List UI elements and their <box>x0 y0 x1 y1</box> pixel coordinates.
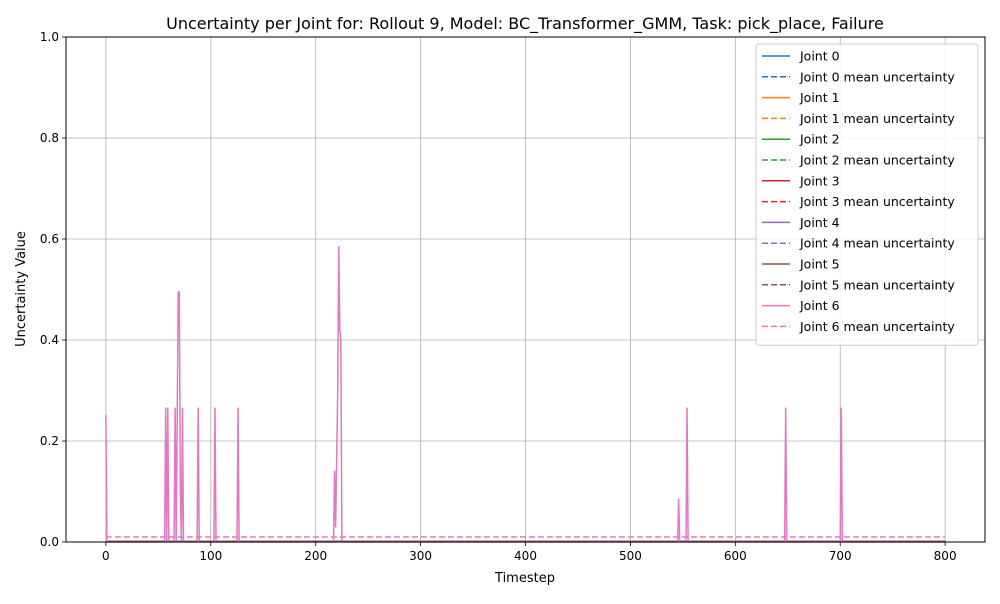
legend-label-7: Joint 3 mean uncertainty <box>799 194 955 209</box>
y-tick-label: 0.4 <box>40 333 59 347</box>
chart-title: Uncertainty per Joint for: Rollout 9, Mo… <box>166 14 884 34</box>
x-tick-label: 100 <box>199 549 222 563</box>
y-tick-label: 0.8 <box>40 131 59 145</box>
legend: Joint 0 Joint 0 mean uncertainty Joint 1 Jo… <box>755 43 979 346</box>
x-tick-label: 300 <box>409 549 432 563</box>
y-tick-label: 1.0 <box>40 30 59 44</box>
x-tick-label: 800 <box>934 549 957 563</box>
legend-label-9: Joint 4 mean uncertainty <box>799 236 955 251</box>
x-tick-label: 700 <box>829 549 852 563</box>
x-tick-label: 200 <box>304 549 327 563</box>
x-tick-label: 600 <box>724 549 747 563</box>
y-tick-label: 0.2 <box>40 434 59 448</box>
x-tick-label: 500 <box>619 549 642 563</box>
legend-label-10: Joint 5 <box>799 257 840 272</box>
x-tick-label: 400 <box>514 549 537 563</box>
legend-label-3: Joint 1 mean uncertainty <box>799 111 955 126</box>
legend-label-1: Joint 0 mean uncertainty <box>799 69 955 84</box>
x-axis-label: Timestep <box>494 571 555 586</box>
legend-label-13: Joint 6 mean uncertainty <box>799 319 955 334</box>
y-tick-label: 0.6 <box>40 232 59 246</box>
legend-label-4: Joint 2 <box>799 132 840 147</box>
legend-box <box>755 43 979 346</box>
series-line-12 <box>105 245 946 543</box>
legend-label-6: Joint 3 <box>799 173 840 188</box>
legend-label-11: Joint 5 mean uncertainty <box>799 277 955 292</box>
legend-label-12: Joint 6 <box>799 298 840 313</box>
x-tick-label: 0 <box>102 549 110 563</box>
legend-label-5: Joint 2 mean uncertainty <box>799 153 955 168</box>
legend-label-2: Joint 1 <box>799 90 840 105</box>
y-axis-ticks: 0.0 0.2 0.4 0.6 0.8 1.0 <box>40 30 66 549</box>
legend-label-8: Joint 4 <box>799 215 840 230</box>
y-tick-label: 0.0 <box>40 535 59 549</box>
x-axis-ticks: 0 100 200 300 400 500 600 700 800 <box>102 542 957 563</box>
y-axis-label: Uncertainty Value <box>14 231 29 347</box>
legend-label-0: Joint 0 <box>799 49 840 64</box>
